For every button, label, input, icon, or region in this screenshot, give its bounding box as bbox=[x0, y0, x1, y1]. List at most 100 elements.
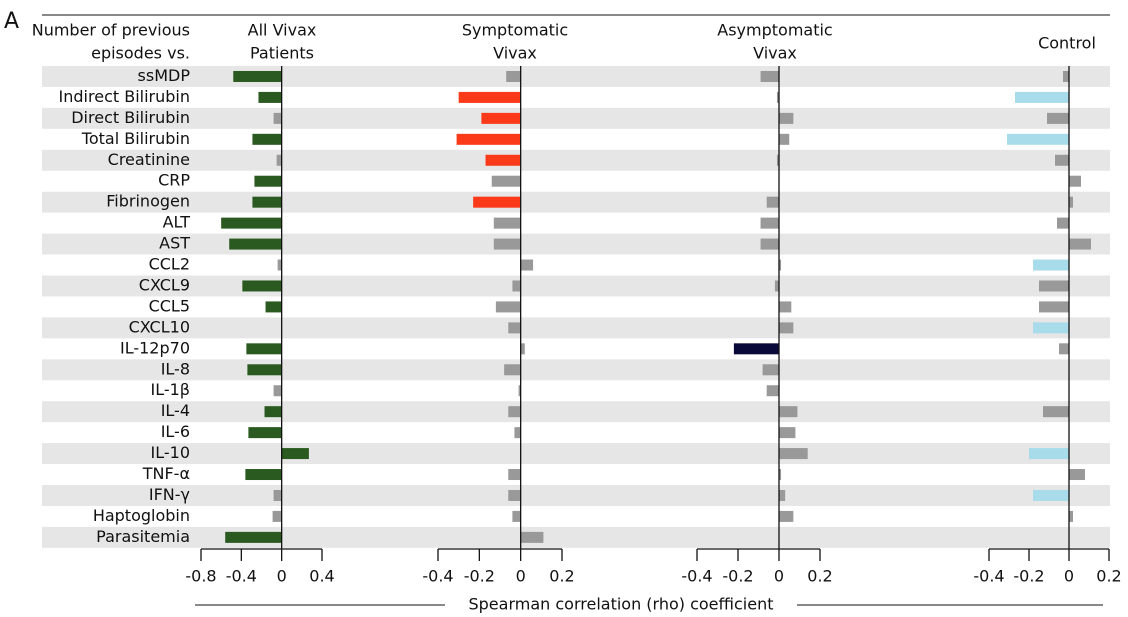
bar bbox=[473, 196, 521, 208]
row-band bbox=[42, 107, 1110, 129]
bar bbox=[481, 112, 521, 124]
bar bbox=[520, 531, 544, 543]
category-label: Total Bilirubin bbox=[81, 129, 190, 148]
x-tick-label: 0 bbox=[774, 567, 784, 586]
bar bbox=[766, 196, 779, 208]
header-line: Number of previous bbox=[32, 21, 190, 40]
panel-label: A bbox=[4, 9, 19, 34]
bar bbox=[273, 385, 282, 397]
x-tick-label: -0.4 bbox=[226, 567, 257, 586]
bar bbox=[458, 91, 521, 103]
row-band bbox=[42, 233, 1110, 255]
bar bbox=[491, 175, 521, 187]
category-label: CCL5 bbox=[149, 296, 190, 315]
bar bbox=[779, 112, 794, 124]
x-tick-label: -0.2 bbox=[464, 567, 495, 586]
bar bbox=[766, 385, 779, 397]
row-band bbox=[42, 526, 1110, 548]
bar bbox=[508, 469, 521, 481]
category-label: CXCL10 bbox=[129, 317, 190, 336]
bar bbox=[1007, 133, 1069, 145]
bar bbox=[1069, 510, 1073, 522]
bar bbox=[512, 280, 521, 292]
x-tick-label: 0.2 bbox=[807, 567, 832, 586]
bar bbox=[512, 510, 521, 522]
category-label: ssMDP bbox=[138, 66, 191, 85]
bar bbox=[281, 448, 309, 460]
panel-title: All Vivax bbox=[248, 21, 317, 40]
category-label: IL-10 bbox=[151, 443, 190, 462]
bar bbox=[1039, 301, 1069, 313]
bar bbox=[1033, 489, 1069, 501]
bar bbox=[779, 259, 782, 271]
bar bbox=[779, 133, 790, 145]
bar bbox=[1069, 238, 1091, 250]
bar bbox=[276, 154, 282, 166]
x-axis-label: Spearman correlation (rho) coefficient bbox=[468, 595, 773, 614]
category-label: IFN-γ bbox=[149, 485, 190, 504]
x-tick-label: 0 bbox=[277, 567, 287, 586]
bar bbox=[779, 406, 798, 418]
bar bbox=[1063, 70, 1069, 82]
x-tick-label: -0.4 bbox=[422, 567, 453, 586]
bar bbox=[774, 280, 779, 292]
bar bbox=[247, 364, 282, 376]
row-band bbox=[42, 485, 1110, 506]
bar bbox=[1055, 154, 1069, 166]
bar bbox=[252, 196, 282, 208]
bar bbox=[233, 70, 282, 82]
x-tick-label: -0.8 bbox=[185, 567, 216, 586]
bar bbox=[245, 469, 282, 481]
category-label: Haptoglobin bbox=[93, 506, 190, 525]
row-band bbox=[42, 401, 1110, 423]
category-label: IL-6 bbox=[161, 422, 190, 441]
category-label: AST bbox=[159, 234, 190, 253]
x-tick-label: -0.4 bbox=[973, 567, 1004, 586]
bar bbox=[504, 364, 521, 376]
bar bbox=[506, 70, 521, 82]
bar bbox=[1033, 259, 1069, 271]
x-tick-label: -0.2 bbox=[1013, 567, 1044, 586]
category-label: IL-8 bbox=[161, 359, 190, 378]
bar bbox=[273, 112, 282, 124]
bar bbox=[1043, 406, 1069, 418]
category-label: Parasitemia bbox=[96, 527, 190, 546]
bar bbox=[1015, 91, 1069, 103]
category-label: TNF-α bbox=[142, 464, 190, 483]
x-tick-label: 0 bbox=[1064, 567, 1074, 586]
bar bbox=[508, 322, 521, 334]
category-label: IL-12p70 bbox=[120, 338, 190, 357]
bar bbox=[1033, 322, 1069, 334]
bar bbox=[493, 238, 521, 250]
panel-title: Symptomatic bbox=[462, 21, 568, 40]
bar bbox=[242, 280, 282, 292]
bar bbox=[258, 91, 282, 103]
panel-title: Control bbox=[1038, 34, 1096, 53]
panel-title: Vivax bbox=[753, 44, 797, 63]
bar bbox=[221, 217, 282, 229]
category-label: CRP bbox=[158, 171, 190, 190]
bar bbox=[776, 91, 779, 103]
category-label: Creatinine bbox=[108, 150, 190, 169]
bar bbox=[779, 301, 792, 313]
bar bbox=[229, 238, 282, 250]
bar bbox=[1047, 112, 1069, 124]
row-band bbox=[42, 359, 1110, 381]
category-label: CXCL9 bbox=[139, 275, 190, 294]
bar bbox=[1069, 175, 1081, 187]
category-label: ALT bbox=[163, 213, 191, 232]
bar bbox=[779, 489, 786, 501]
header-line: episodes vs. bbox=[91, 44, 190, 63]
bar bbox=[779, 510, 794, 522]
bar bbox=[779, 427, 796, 439]
panel-title: Asymptomatic bbox=[717, 21, 832, 40]
bar bbox=[277, 259, 282, 271]
category-label: Fibrinogen bbox=[106, 192, 190, 211]
row-band bbox=[42, 191, 1110, 213]
bar bbox=[520, 343, 525, 355]
row-band bbox=[42, 443, 1110, 465]
bar bbox=[760, 238, 779, 250]
bar bbox=[779, 448, 808, 460]
bar bbox=[252, 133, 282, 145]
